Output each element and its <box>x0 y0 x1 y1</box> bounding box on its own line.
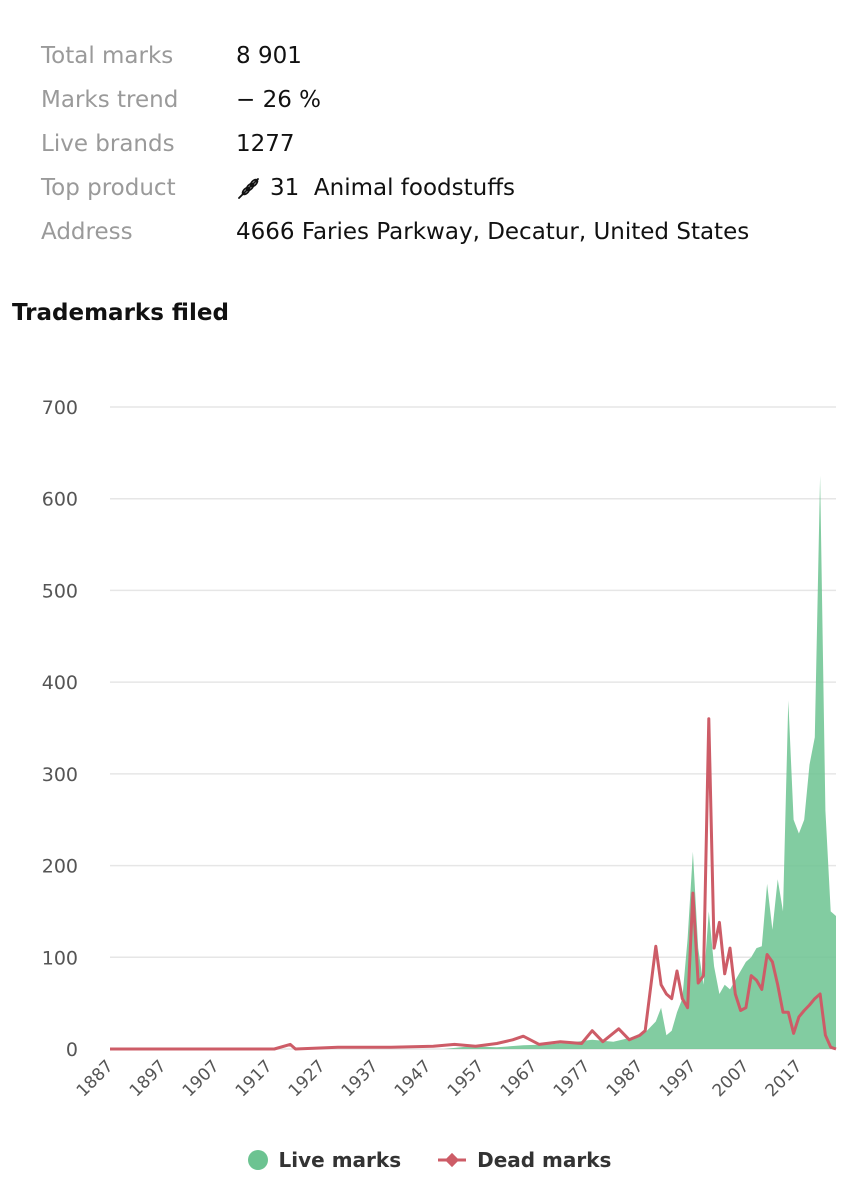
x-tick-label: 1897 <box>126 1056 171 1101</box>
top-product-text: 31 Animal foodstuffs <box>270 175 516 201</box>
x-tick-label: 1887 <box>73 1056 118 1101</box>
fact-value: 8 901 <box>236 43 302 69</box>
x-tick-label: 1917 <box>232 1056 277 1101</box>
x-tick-label: 1987 <box>603 1056 648 1101</box>
x-tick-label: 1947 <box>391 1056 436 1101</box>
x-tick-label: 1907 <box>179 1056 224 1101</box>
fact-row-live-brands: Live brands 1277 <box>41 122 749 166</box>
y-tick-label: 300 <box>42 764 78 786</box>
fact-label: Top product <box>41 175 176 201</box>
fact-value: 4666 Faries Parkway, Decatur, United Sta… <box>236 219 750 245</box>
y-tick-label: 100 <box>42 947 78 969</box>
x-tick-label: 1927 <box>285 1056 330 1101</box>
fact-label: Live brands <box>41 131 175 157</box>
fact-label: Marks trend <box>41 87 179 113</box>
y-tick-label: 600 <box>42 489 78 511</box>
dead-marks-legend-icon <box>438 1152 467 1168</box>
fact-row-total-marks: Total marks 8 901 <box>41 34 749 78</box>
dead-marks-line <box>110 717 837 1051</box>
legend-label-live: Live marks <box>278 1148 402 1172</box>
wheat-icon <box>238 178 259 199</box>
y-tick-label: 700 <box>42 397 78 419</box>
fact-row-address: Address 4666 Faries Parkway, Decatur, Un… <box>41 210 749 254</box>
legend-item-live[interactable]: Live marks <box>247 1148 402 1172</box>
x-tick-label: 1967 <box>497 1056 542 1101</box>
x-tick-label: 2007 <box>709 1056 754 1101</box>
fact-row-top-product: Top product 31 Animal foodstuffs <box>41 166 749 210</box>
chart-title: Trademarks filed <box>12 300 229 326</box>
legend-label-dead: Dead marks <box>477 1148 612 1172</box>
fact-value: − 26 % <box>236 87 322 113</box>
fact-value: 1277 <box>236 131 295 157</box>
x-tick-label: 1977 <box>550 1056 595 1101</box>
fact-label: Total marks <box>41 43 174 69</box>
fact-value-top-product: 31 Animal foodstuffs <box>236 175 515 201</box>
fact-row-marks-trend: Marks trend − 26 % <box>41 78 749 122</box>
x-tick-label: 1957 <box>444 1056 489 1101</box>
x-tick-label: 1937 <box>338 1056 383 1101</box>
live-marks-legend-icon <box>247 1150 268 1170</box>
y-tick-label: 200 <box>42 856 78 878</box>
y-tick-label: 400 <box>42 672 78 694</box>
chart-legend: Live marks Dead marks <box>0 1148 858 1172</box>
fact-label: Address <box>41 219 133 245</box>
y-tick-label: 500 <box>42 580 78 602</box>
y-tick-label: 0 <box>66 1039 78 1061</box>
legend-item-dead[interactable]: Dead marks <box>437 1148 611 1172</box>
x-tick-label: 2017 <box>762 1056 807 1101</box>
facts-table: Total marks 8 901 Marks trend − 26 % Liv… <box>41 34 749 254</box>
x-tick-label: 1997 <box>656 1056 701 1101</box>
live-marks-area <box>110 475 836 1049</box>
